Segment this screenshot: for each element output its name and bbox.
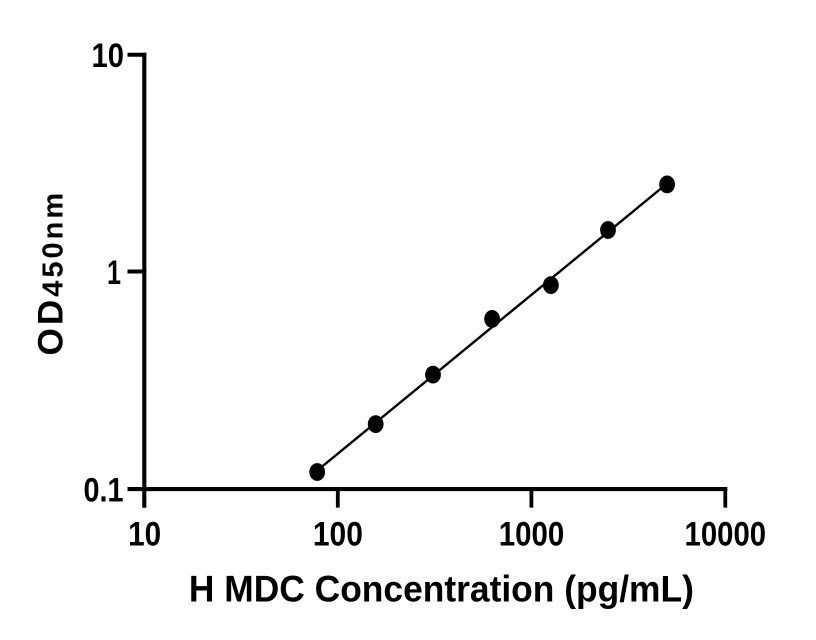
svg-text:1: 1 bbox=[107, 254, 121, 292]
svg-text:10: 10 bbox=[92, 37, 125, 75]
svg-text:H MDC Concentration (pg/mL): H MDC Concentration (pg/mL) bbox=[189, 568, 694, 609]
svg-text:10: 10 bbox=[128, 516, 161, 554]
svg-text:100: 100 bbox=[313, 516, 363, 554]
svg-text:1000: 1000 bbox=[499, 516, 565, 554]
svg-text:OD450nm: OD450nm bbox=[31, 190, 70, 356]
svg-text:10000: 10000 bbox=[685, 516, 767, 554]
svg-text:0.1: 0.1 bbox=[84, 472, 124, 510]
